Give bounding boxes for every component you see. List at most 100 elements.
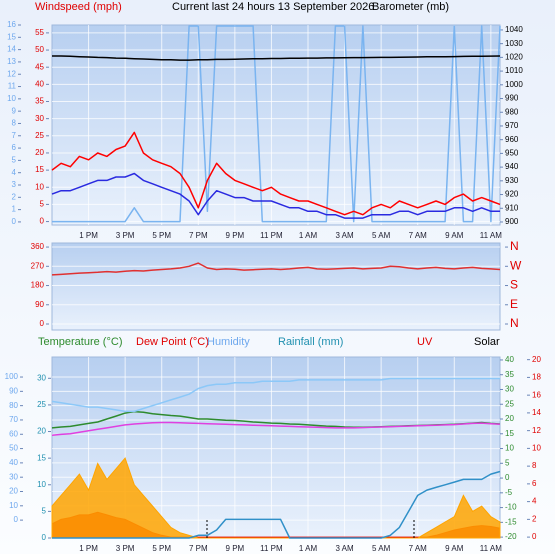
tick-label: 15 xyxy=(505,429,514,438)
tick-label: 12 xyxy=(7,69,16,78)
tick-label: 55 xyxy=(35,28,44,37)
tick-label: W xyxy=(510,258,522,272)
legend-label: Rainfall (mm) xyxy=(278,336,343,348)
tick-label: -5 xyxy=(505,488,513,497)
tick-label: 70 xyxy=(9,415,18,424)
tick-label: 990 xyxy=(505,94,519,103)
tick-label: 1020 xyxy=(505,52,523,61)
chart-title: Current last 24 hours 13 September 2026 xyxy=(172,1,374,13)
tick-label: 30 xyxy=(35,114,44,123)
tick-label: 15 xyxy=(37,453,46,462)
tick-label: 30 xyxy=(37,373,46,382)
x-tick-label: 7 AM xyxy=(409,544,428,553)
x-tick-label: 3 PM xyxy=(116,544,135,553)
tick-label: 40 xyxy=(35,79,44,88)
tick-label: 1010 xyxy=(505,66,523,75)
tick-label: 14 xyxy=(7,45,16,54)
tick-label: 20 xyxy=(35,148,44,157)
line xyxy=(51,131,501,216)
x-tick-label: 1 AM xyxy=(299,544,318,553)
tick-label: 950 xyxy=(505,149,519,158)
tick-label: 930 xyxy=(505,176,519,185)
x-tick-label: 1 AM xyxy=(299,231,318,240)
x-tick-label: 11 PM xyxy=(260,544,283,553)
tick-label: E xyxy=(510,297,518,311)
tick-label: 5 xyxy=(12,155,17,164)
tick-label: 2 xyxy=(532,514,537,523)
tick-label: 25 xyxy=(505,399,514,408)
plot-area xyxy=(51,24,501,226)
tick-label: 12 xyxy=(532,426,541,435)
tick-label: 60 xyxy=(9,429,18,438)
tick-label: 5 xyxy=(40,200,45,209)
tick-label: 0 xyxy=(40,217,45,226)
tick-label: 10 xyxy=(35,182,44,191)
legend-label: Temperature (°C) xyxy=(38,336,122,348)
tick-label: 4 xyxy=(532,497,537,506)
tick-label: 10 xyxy=(37,480,46,489)
tick-label: 25 xyxy=(35,131,44,140)
tick-label: 40 xyxy=(9,458,18,467)
tick-label: -20 xyxy=(505,532,517,541)
tick-label: 20 xyxy=(505,414,514,423)
tick-label: 9 xyxy=(12,106,17,115)
tick-label: 3 xyxy=(12,180,17,189)
tick-label: 910 xyxy=(505,203,519,212)
tick-label: -15 xyxy=(505,517,517,526)
tick-label: 0 xyxy=(12,217,17,226)
tick-label: 30 xyxy=(9,472,18,481)
tick-label: 50 xyxy=(35,45,44,54)
tick-label: 1040 xyxy=(505,25,523,34)
x-tick-label: 9 AM xyxy=(445,544,464,553)
tick-label: 1 xyxy=(12,205,17,214)
tick-label: 5 xyxy=(42,506,47,515)
line xyxy=(51,262,501,276)
tick-label: 90 xyxy=(9,386,18,395)
x-tick-label: 3 AM xyxy=(335,544,354,553)
x-tick-label: 7 PM xyxy=(189,231,208,240)
tick-label: 2 xyxy=(12,192,17,201)
tick-label: 50 xyxy=(9,444,18,453)
x-tick-label: 3 AM xyxy=(335,231,354,240)
tick-label: 15 xyxy=(35,165,44,174)
tick-label: 1000 xyxy=(505,80,523,89)
tick-label: 18 xyxy=(532,373,541,382)
x-tick-label: 5 AM xyxy=(372,231,391,240)
line xyxy=(52,55,501,61)
tick-label: 0 xyxy=(505,473,510,482)
tick-label: 7 xyxy=(12,131,17,140)
line xyxy=(51,421,501,436)
day-markers xyxy=(206,520,415,538)
legend-label: UV xyxy=(417,336,433,348)
x-tick-label: 5 PM xyxy=(152,544,171,553)
line xyxy=(51,377,500,413)
tick-label: 90 xyxy=(35,300,44,309)
tick-label: 960 xyxy=(505,135,519,144)
line xyxy=(51,172,500,219)
x-tick-label: 1 PM xyxy=(79,231,98,240)
tick-label: 35 xyxy=(35,97,44,106)
x-tick-label: 9 AM xyxy=(445,231,464,240)
plots: 0510152025303540455055900910920930940950… xyxy=(5,20,542,553)
legend-label: Dew Point (°C) xyxy=(136,336,209,348)
tick-label: 40 xyxy=(505,355,514,364)
y-axis-title: Windspeed (mph) xyxy=(35,1,122,13)
tick-label: 16 xyxy=(7,20,16,29)
x-tick-label: 7 PM xyxy=(189,544,208,553)
x-tick-label: 9 PM xyxy=(226,544,245,553)
tick-label: 10 xyxy=(505,444,514,453)
tick-label: 15 xyxy=(7,32,16,41)
x-tick-label: 1 PM xyxy=(79,544,98,553)
tick-label: 100 xyxy=(5,372,19,381)
tick-label: 0 xyxy=(42,533,47,542)
tick-label: 25 xyxy=(37,400,46,409)
tick-label: 20 xyxy=(37,427,46,436)
tick-label: 80 xyxy=(9,401,18,410)
x-tick-label: 9 PM xyxy=(226,231,245,240)
tick-label: 940 xyxy=(505,162,519,171)
tick-label: N xyxy=(510,239,519,253)
tick-label: 11 xyxy=(8,82,17,91)
tick-label: 0 xyxy=(14,515,19,524)
y2-axis-title: Barometer (mb) xyxy=(372,1,449,13)
